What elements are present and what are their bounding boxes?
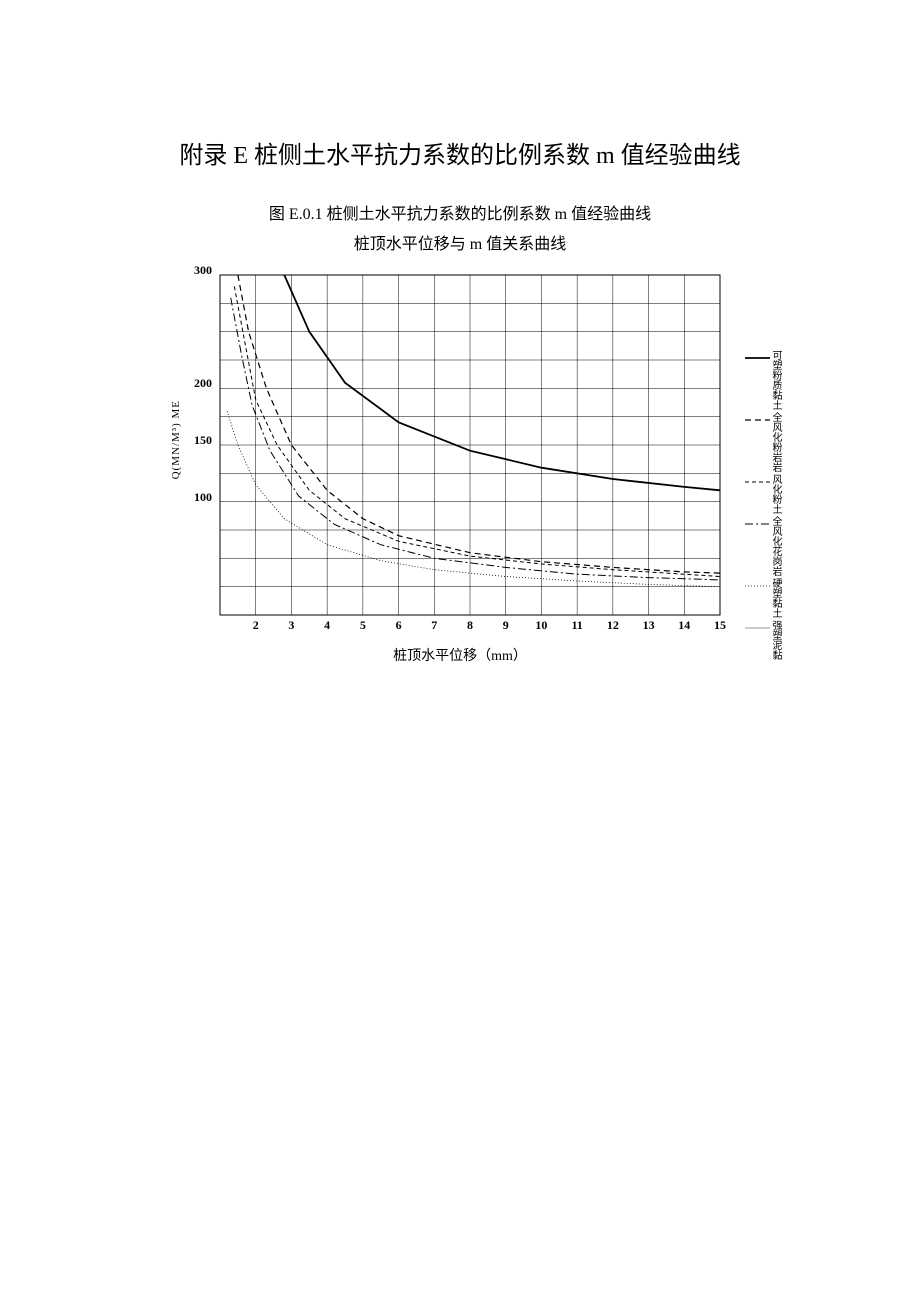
y-tick-label: 150 [182, 433, 212, 448]
legend: 可塑粉质黏土全风化粉岩岩风化粉土全风化花岗岩硬塑黏土强塑泥黏 [745, 350, 781, 662]
x-tick-label: 7 [424, 618, 444, 633]
x-tick-label: 15 [710, 618, 730, 633]
legend-item: 硬塑黏土 [745, 578, 781, 618]
x-tick-label: 6 [389, 618, 409, 633]
legend-item: 风化粉土 [745, 474, 781, 514]
legend-label: 全风化粉岩岩 [770, 412, 781, 472]
x-tick-label: 4 [317, 618, 337, 633]
y-tick-label: 300 [182, 263, 212, 278]
y-tick-label: 200 [182, 376, 212, 391]
x-tick-label: 12 [603, 618, 623, 633]
figure-subtitle: 桩顶水平位移与 m 值关系曲线 [0, 230, 920, 254]
chart-plot [180, 260, 740, 630]
legend-label: 全风化花岗岩 [770, 516, 781, 576]
x-tick-label: 10 [531, 618, 551, 633]
x-tick-label: 11 [567, 618, 587, 633]
legend-item: 强塑泥黏 [745, 620, 781, 660]
figure-caption: 图 E.0.1 桩侧土水平抗力系数的比例系数 m 值经验曲线 [0, 200, 920, 224]
x-tick-label: 8 [460, 618, 480, 633]
x-tick-label: 3 [281, 618, 301, 633]
page-title: 附录 E 桩侧土水平抗力系数的比例系数 m 值经验曲线 [0, 135, 920, 170]
legend-item: 全风化粉岩岩 [745, 412, 781, 472]
legend-label: 硬塑黏土 [770, 578, 781, 618]
legend-item: 全风化花岗岩 [745, 516, 781, 576]
x-tick-label: 13 [639, 618, 659, 633]
x-tick-label: 14 [674, 618, 694, 633]
legend-label: 强塑泥黏 [770, 620, 781, 660]
legend-item: 可塑粉质黏土 [745, 350, 781, 410]
x-tick-label: 9 [496, 618, 516, 633]
x-tick-label: 2 [246, 618, 266, 633]
legend-label: 可塑粉质黏土 [770, 350, 781, 410]
legend-label: 风化粉土 [770, 474, 781, 514]
x-tick-label: 5 [353, 618, 373, 633]
y-tick-label: 100 [182, 490, 212, 505]
x-axis-label: 桩顶水平位移（mm） [180, 645, 740, 665]
